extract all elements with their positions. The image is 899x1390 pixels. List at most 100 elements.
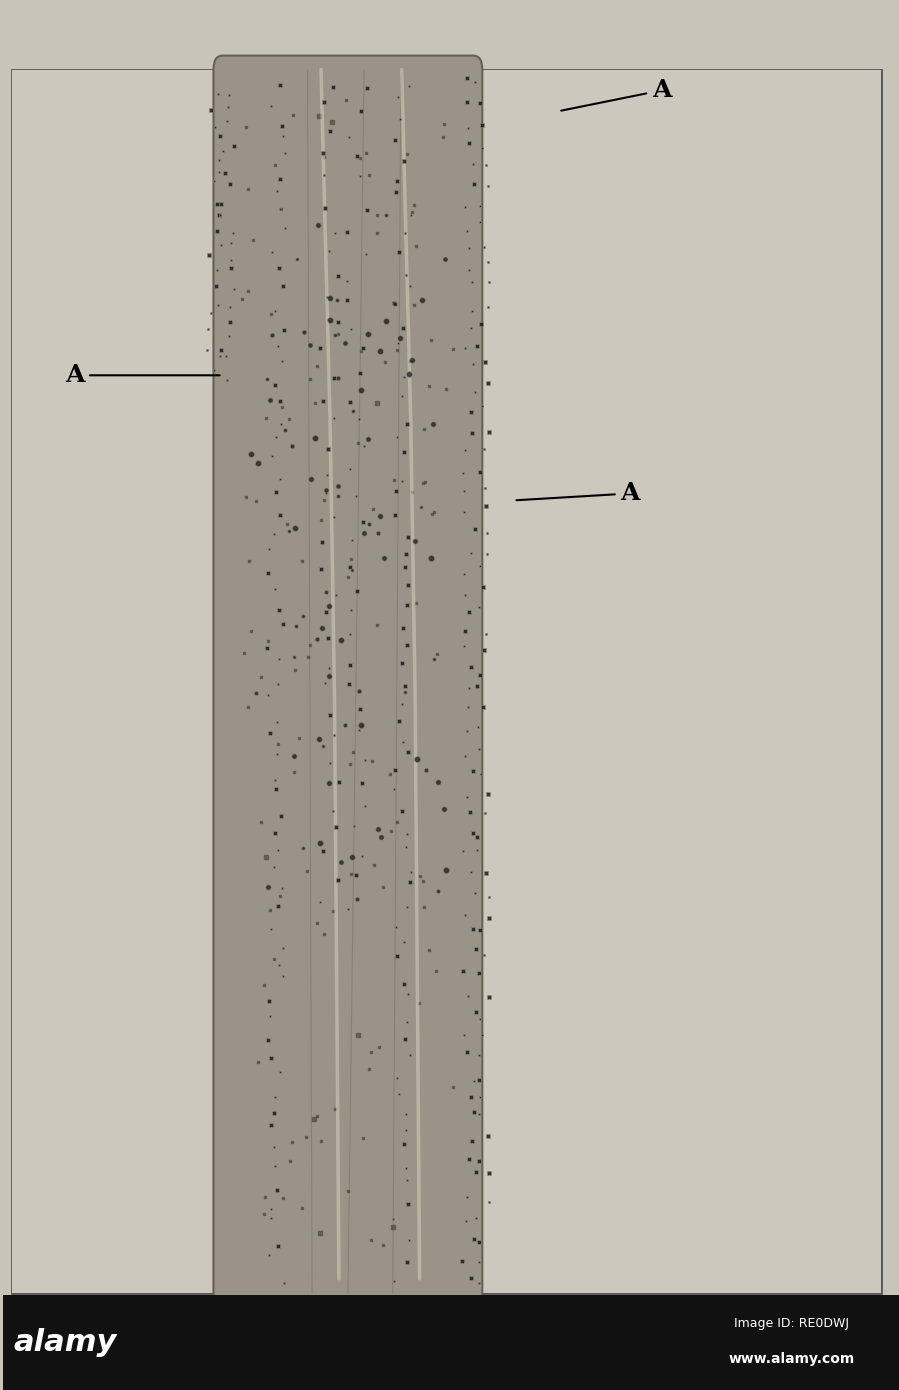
- Point: [344, 599, 359, 621]
- Point: [286, 104, 300, 126]
- Point: [350, 888, 364, 910]
- Point: [347, 815, 361, 837]
- Point: [337, 332, 352, 354]
- Point: [341, 898, 355, 920]
- Point: [465, 271, 479, 293]
- Point: [458, 338, 472, 360]
- Point: [349, 485, 363, 507]
- Point: [200, 339, 215, 361]
- Point: [295, 550, 309, 573]
- Point: [272, 599, 287, 621]
- Point: [319, 482, 334, 505]
- Point: [396, 931, 411, 954]
- Point: [342, 566, 356, 588]
- Point: [457, 635, 471, 657]
- Point: [213, 345, 227, 367]
- Point: [327, 407, 342, 430]
- Point: [388, 480, 403, 502]
- Point: [204, 302, 218, 324]
- Point: [223, 172, 237, 195]
- Point: [313, 1222, 327, 1244]
- Point: [416, 473, 431, 495]
- Point: [475, 114, 489, 136]
- Point: [344, 528, 359, 550]
- Point: [272, 168, 287, 190]
- Point: [331, 367, 345, 389]
- Point: [481, 296, 495, 318]
- Point: [343, 457, 357, 480]
- Point: [409, 592, 423, 614]
- Point: [327, 506, 342, 528]
- Point: [480, 542, 494, 564]
- Point: [219, 370, 234, 392]
- Point: [430, 642, 444, 664]
- Point: [282, 1150, 297, 1172]
- Point: [352, 698, 367, 720]
- Point: [396, 617, 410, 639]
- Point: [396, 367, 411, 389]
- Point: [259, 407, 273, 430]
- Text: A: A: [516, 481, 640, 506]
- Point: [271, 673, 285, 695]
- Point: [343, 655, 357, 677]
- Point: [204, 99, 218, 121]
- Point: [319, 480, 334, 502]
- Point: [404, 860, 418, 883]
- Point: [471, 1069, 485, 1091]
- Point: [344, 863, 359, 885]
- Point: [475, 1024, 489, 1047]
- Point: [248, 489, 263, 512]
- Point: [261, 562, 275, 584]
- Point: [397, 150, 412, 172]
- Point: [338, 714, 352, 737]
- Point: [396, 731, 410, 753]
- Point: [476, 944, 491, 966]
- Point: [388, 181, 403, 203]
- Point: [438, 247, 452, 270]
- Point: [218, 161, 232, 183]
- Point: [273, 467, 288, 489]
- Point: [393, 328, 407, 350]
- Point: [401, 574, 415, 596]
- Point: [273, 1061, 288, 1083]
- Point: [310, 1105, 325, 1127]
- Point: [290, 247, 305, 270]
- Point: [355, 845, 369, 867]
- Point: [320, 627, 334, 649]
- Point: [426, 648, 441, 670]
- Point: [343, 548, 358, 570]
- Point: [289, 517, 303, 539]
- Point: [350, 145, 364, 167]
- Point: [263, 917, 278, 940]
- Point: [226, 222, 240, 245]
- Point: [269, 481, 283, 503]
- Point: [458, 745, 472, 767]
- Point: [354, 100, 369, 122]
- Point: [391, 331, 405, 353]
- Point: [472, 1150, 486, 1172]
- Point: [322, 656, 336, 678]
- Point: [265, 445, 280, 467]
- Point: [318, 600, 333, 623]
- Point: [464, 402, 478, 424]
- Point: [313, 831, 327, 853]
- Point: [326, 724, 341, 746]
- Point: [383, 762, 397, 784]
- Point: [457, 1023, 471, 1045]
- Point: [272, 199, 287, 221]
- Point: [468, 881, 483, 904]
- Point: [323, 288, 337, 310]
- Point: [409, 235, 423, 257]
- Point: [471, 596, 485, 619]
- Point: [207, 171, 221, 193]
- Point: [399, 543, 414, 566]
- Point: [462, 801, 476, 823]
- Point: [369, 222, 384, 245]
- Point: [209, 275, 224, 297]
- Point: [377, 546, 391, 569]
- Bar: [3, 1295, 899, 1390]
- Point: [427, 500, 441, 523]
- Point: [397, 674, 412, 696]
- Point: [401, 525, 415, 548]
- Point: [413, 866, 427, 888]
